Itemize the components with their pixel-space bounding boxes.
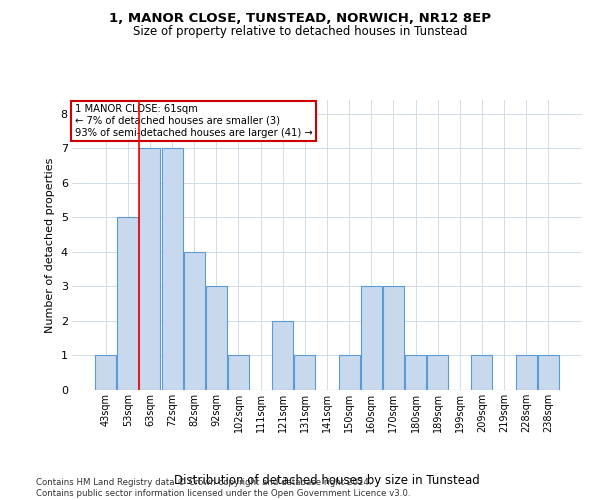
Bar [272, 321, 293, 390]
Text: Contains HM Land Registry data © Crown copyright and database right 2024.
Contai: Contains HM Land Registry data © Crown c… [36, 478, 410, 498]
Bar [228, 356, 249, 390]
Bar [538, 356, 559, 390]
Bar [427, 356, 448, 390]
Bar [95, 356, 116, 390]
Bar [206, 286, 227, 390]
Text: Size of property relative to detached houses in Tunstead: Size of property relative to detached ho… [133, 25, 467, 38]
Bar [338, 356, 359, 390]
Bar [472, 356, 493, 390]
Text: 1 MANOR CLOSE: 61sqm
← 7% of detached houses are smaller (3)
93% of semi-detache: 1 MANOR CLOSE: 61sqm ← 7% of detached ho… [74, 104, 313, 138]
Bar [161, 148, 182, 390]
Bar [139, 148, 160, 390]
Bar [361, 286, 382, 390]
Bar [295, 356, 316, 390]
X-axis label: Distribution of detached houses by size in Tunstead: Distribution of detached houses by size … [174, 474, 480, 487]
Bar [383, 286, 404, 390]
Y-axis label: Number of detached properties: Number of detached properties [45, 158, 55, 332]
Bar [118, 218, 139, 390]
Bar [184, 252, 205, 390]
Bar [405, 356, 426, 390]
Bar [515, 356, 536, 390]
Text: 1, MANOR CLOSE, TUNSTEAD, NORWICH, NR12 8EP: 1, MANOR CLOSE, TUNSTEAD, NORWICH, NR12 … [109, 12, 491, 26]
